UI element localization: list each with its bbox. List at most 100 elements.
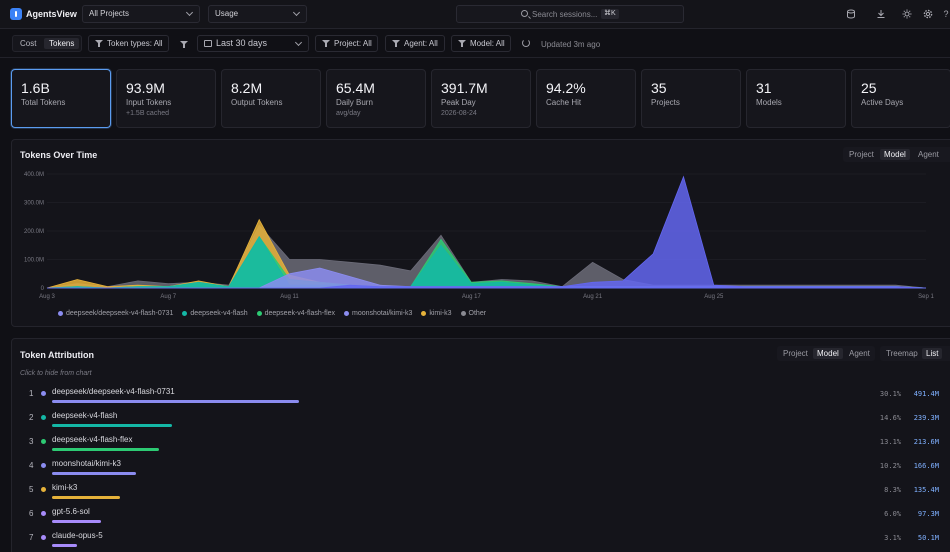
stat-label: Models [756, 98, 782, 107]
stat-label: Total Tokens [21, 98, 66, 107]
tab-tokens[interactable]: Tokens [44, 38, 80, 49]
row-model-name: gpt-5.6-sol [52, 507, 90, 516]
legend-item[interactable]: deepseek-v4-flash-flex [256, 310, 335, 317]
help-icon[interactable]: ? [943, 9, 949, 19]
stat-label: Peak Day [441, 98, 476, 107]
tab-agent[interactable]: Agent [849, 349, 870, 358]
row-percent: 6.0% [884, 510, 901, 518]
legend-item[interactable]: kimi-k3 [421, 310, 452, 317]
gear-icon[interactable] [923, 9, 933, 19]
row-rank: 5 [29, 485, 34, 494]
chevron-down-icon [294, 38, 303, 47]
area-series[interactable] [46, 235, 927, 289]
attribution-row[interactable]: 6 gpt-5.6-sol 6.0% 97.3M [12, 505, 950, 529]
row-model-name: deepseek/deepseek-v4-flash-0731 [52, 387, 175, 396]
legend-swatch [256, 311, 262, 316]
attribution-row[interactable]: 1 deepseek/deepseek-v4-flash-0731 30.1% 491… [12, 385, 950, 409]
chevron-down-icon [292, 8, 301, 17]
area-series[interactable] [46, 218, 927, 289]
legend-swatch [58, 311, 63, 316]
date-range-select[interactable]: Last 30 days [197, 35, 309, 52]
tab-cost[interactable]: Cost [20, 39, 37, 48]
tab-treemap[interactable]: Treemap [886, 349, 918, 358]
x-tick-label: Aug 25 [704, 294, 724, 300]
row-model-name: kimi-k3 [52, 483, 78, 492]
legend-item[interactable]: deepseek-v4-flash [182, 310, 248, 317]
stat-value: 94.2% [546, 80, 586, 96]
filter-icon [392, 40, 400, 47]
stat-card[interactable]: 94.2% Cache Hit [536, 69, 636, 128]
legend-item[interactable]: deepseek/deepseek-v4-flash-0731 [58, 310, 173, 317]
legend-swatch [344, 311, 350, 316]
row-percent: 8.3% [884, 486, 901, 494]
row-token-count: 213.6M [913, 438, 939, 446]
tab-list[interactable]: List [922, 348, 943, 359]
view-select[interactable]: Usage [208, 5, 307, 23]
row-share-bar [52, 496, 120, 499]
stat-value: 1.6B [21, 80, 50, 96]
attribution-row[interactable]: 2 deepseek-v4-flash 14.6% 239.3M [12, 409, 950, 433]
project-select-value: All Projects [89, 9, 130, 18]
token-types-label: Token types: All [107, 39, 163, 48]
app-logo-icon [10, 8, 22, 20]
row-share-bar [52, 448, 159, 451]
tab-model[interactable]: Model [813, 348, 843, 359]
attribution-row[interactable]: 5 kimi-k3 8.3% 135.4M [12, 481, 950, 505]
refresh-icon[interactable] [522, 39, 530, 47]
stat-card[interactable]: 391.7M Peak Day 2026-08-24 [431, 69, 531, 128]
filter-icon [95, 40, 103, 47]
legend-item[interactable]: Other [460, 310, 486, 317]
area-series[interactable] [47, 175, 927, 289]
database-icon[interactable] [846, 9, 856, 19]
stat-card[interactable]: 31 Models [746, 69, 846, 128]
search-shortcut-badge: ⌘K [601, 9, 619, 19]
area-series[interactable] [46, 235, 927, 289]
row-color-dot [41, 511, 46, 516]
token-attribution-panel: Token Attribution Project Model Agent Tr… [11, 338, 950, 552]
stat-card[interactable]: 93.9M Input Tokens +1.5B cached [116, 69, 216, 128]
agent-filter[interactable]: Agent: All [385, 35, 445, 52]
attribution-row[interactable]: 4 moonshotai/kimi-k3 10.2% 166.6M [12, 457, 950, 481]
view-select-value: Usage [215, 9, 239, 18]
project-filter-label: Project: All [334, 39, 372, 48]
stat-card[interactable]: 25 Active Days [851, 69, 950, 128]
row-color-dot [41, 535, 46, 540]
stat-label: Daily Burn [336, 98, 373, 107]
row-percent: 30.1% [879, 390, 901, 398]
tab-agent[interactable]: Agent [918, 150, 939, 159]
filter-bar: Cost Tokens Token types: All Last 30 day… [0, 29, 950, 58]
mode-toggle: Cost Tokens [12, 35, 82, 52]
stat-card[interactable]: 35 Projects [641, 69, 741, 128]
panel-title: Token Attribution [20, 350, 94, 360]
stat-card[interactable]: 8.2M Output Tokens [221, 69, 321, 128]
project-select[interactable]: All Projects [82, 5, 200, 23]
model-filter[interactable]: Model: All [451, 35, 511, 52]
row-rank: 4 [29, 461, 34, 470]
panel-title: Tokens Over Time [20, 150, 98, 160]
attribution-row[interactable]: 3 deepseek-v4-flash-flex 13.1% 213.6M [12, 433, 950, 457]
legend-item[interactable]: moonshotai/kimi-k3 [344, 310, 412, 317]
legend-swatch [460, 311, 466, 316]
stat-card[interactable]: 1.6B Total Tokens [11, 69, 111, 128]
top-bar: AgentsView All Projects Usage Search ses… [0, 0, 950, 29]
area-series[interactable] [46, 224, 927, 289]
model-filter-label: Model: All [470, 39, 505, 48]
tab-project[interactable]: Project [849, 150, 874, 159]
row-rank: 1 [29, 389, 34, 398]
row-token-count: 239.3M [913, 414, 939, 422]
row-model-name: claude-opus-5 [52, 531, 103, 540]
row-percent: 3.1% [884, 534, 901, 542]
token-types-filter[interactable]: Token types: All [88, 35, 169, 52]
filter-icon[interactable] [180, 41, 188, 48]
search-input[interactable]: Search sessions... ⌘K [456, 5, 684, 23]
group-by-tabs: Project Model Agent [843, 147, 950, 162]
download-icon[interactable] [876, 9, 886, 19]
sun-icon[interactable] [902, 9, 912, 19]
project-filter[interactable]: Project: All [315, 35, 378, 52]
attribution-row[interactable]: 7 claude-opus-5 3.1% 50.1M [12, 529, 950, 552]
stat-card[interactable]: 65.4M Daily Burn avg/day [326, 69, 426, 128]
stat-value: 35 [651, 80, 667, 96]
stat-sub: avg/day [336, 110, 361, 117]
tab-project[interactable]: Project [783, 349, 808, 358]
tab-model[interactable]: Model [880, 149, 910, 160]
